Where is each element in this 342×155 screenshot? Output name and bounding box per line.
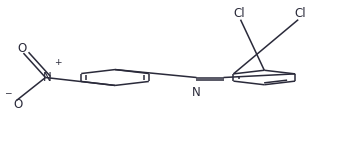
Text: N: N: [192, 86, 201, 99]
Text: Cl: Cl: [233, 7, 245, 20]
Text: Cl: Cl: [294, 7, 306, 20]
Text: −: −: [4, 88, 12, 97]
Text: N: N: [43, 71, 52, 84]
Text: +: +: [54, 58, 62, 67]
Text: O: O: [14, 98, 23, 111]
Text: O: O: [17, 42, 26, 55]
